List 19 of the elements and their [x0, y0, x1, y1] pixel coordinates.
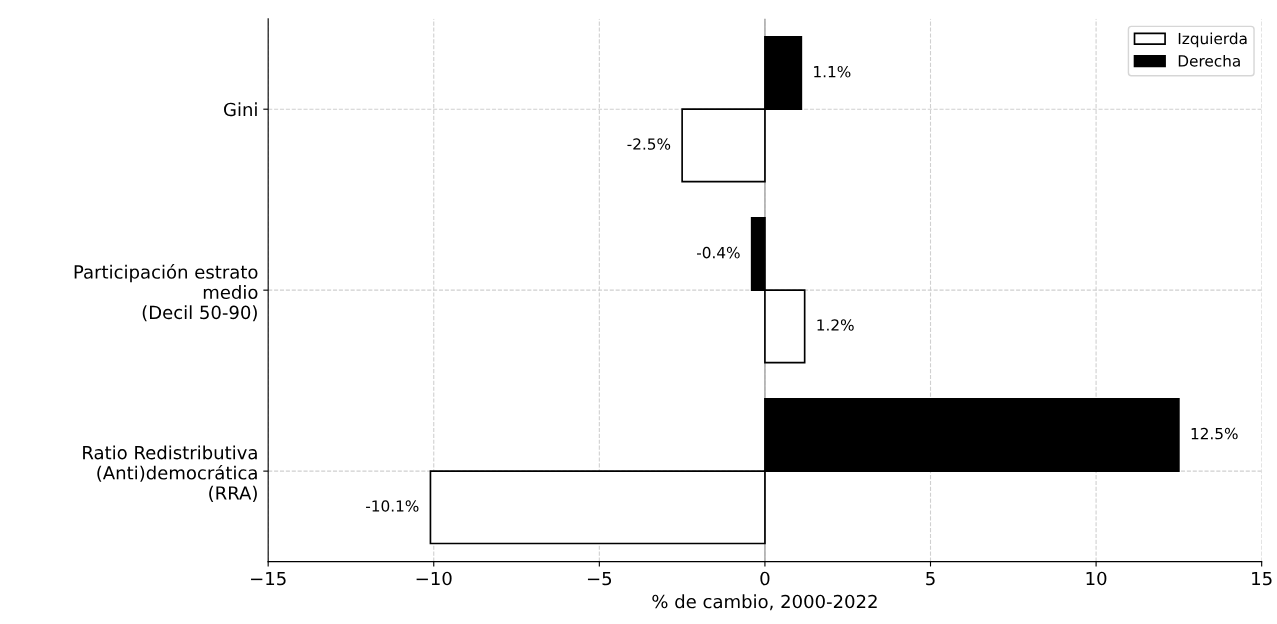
- y-tick-label: Ratio Redistributiva (Anti)democrática (RRA): [83, 445, 257, 502]
- x-tick-label: 5: [926, 571, 935, 586]
- x-tick-label: −5: [587, 571, 612, 586]
- x-axis-title: % de cambio, 2000-2022: [652, 594, 877, 611]
- x-tick-label: −15: [251, 571, 286, 586]
- data-label: 1.1%: [814, 65, 851, 78]
- data-label: -2.5%: [627, 138, 671, 150]
- x-tick-label: 10: [1086, 571, 1107, 586]
- x-tick-label: 15: [1252, 571, 1272, 586]
- data-label: 1.2%: [817, 319, 854, 331]
- legend-label: Izquierda: [1178, 32, 1247, 48]
- x-tick-label: 0: [760, 571, 770, 586]
- y-tick-label: Gini: [224, 102, 257, 117]
- y-tick-label: Participación estrato medio (Decil 50-90): [74, 264, 258, 322]
- x-tick-label: −10: [416, 571, 452, 586]
- legend-label: Derecha: [1178, 54, 1240, 67]
- data-label: 12.5%: [1191, 427, 1238, 440]
- data-label: -10.1%: [366, 500, 419, 512]
- data-label: -0.4%: [696, 246, 740, 259]
